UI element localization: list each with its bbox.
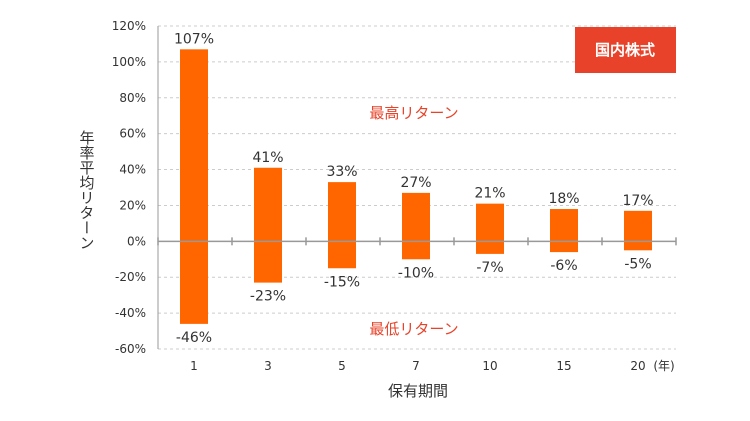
value-label-high: 41% [252, 150, 283, 166]
value-label-high: 21% [474, 186, 505, 202]
value-label-high: 33% [326, 164, 357, 180]
y-tick-label: 100% [112, 55, 146, 69]
x-tick-labels: 1 3 5 7 10 15 20 [190, 359, 645, 373]
value-label-low: -10% [398, 265, 434, 281]
value-label-high: 107% [174, 31, 214, 47]
bar-5 [328, 182, 356, 269]
bar-20 [624, 210, 652, 251]
y-tick-label: 60% [119, 127, 146, 141]
zero-axis [157, 237, 677, 246]
value-label-high: 17% [622, 193, 653, 209]
x-tick-label: 5 [338, 359, 346, 373]
y-tick-label: -20% [115, 270, 146, 284]
y-tick-label: 0% [127, 234, 146, 248]
y-tick-label: -60% [115, 342, 146, 356]
y-axis-title: 年率平均リターン [78, 130, 96, 250]
x-tick-label: 10 [482, 359, 497, 373]
value-label-low: -6% [550, 258, 577, 274]
x-tick-label: 20 [630, 359, 645, 373]
y-tick-labels: 120% 100% 80% 60% 40% 20% 0% -20% -40% -60% [112, 19, 146, 356]
bar-15 [550, 209, 578, 253]
bars [180, 49, 652, 324]
value-label-low: -7% [476, 260, 503, 276]
x-tick-label: 7 [412, 359, 420, 373]
bar-7 [402, 192, 430, 260]
y-tick-label: 120% [112, 19, 146, 33]
y-tick-label: 40% [119, 163, 146, 177]
asset-badge-background [575, 27, 676, 73]
value-labels: 107% -46% 41% -23% 33% -15% 27% -10% 21% -7% 18% -6… [174, 31, 654, 346]
x-unit-label: (年) [653, 359, 674, 373]
value-label-high: 18% [548, 191, 579, 207]
value-label-low: -23% [250, 289, 286, 305]
bar-10 [476, 203, 504, 254]
asset-badge-label: 国内株式 [595, 41, 655, 59]
x-tick-label: 3 [264, 359, 272, 373]
y-tick-label: -40% [115, 306, 146, 320]
value-label-low: -15% [324, 274, 360, 290]
annotation-low: 最低リターン [369, 320, 458, 338]
y-tick-label: 20% [119, 198, 146, 212]
annotation-high: 最高リターン [369, 104, 458, 122]
value-label-low: -46% [176, 330, 212, 346]
bar-3 [254, 167, 282, 283]
gridlines [158, 25, 676, 350]
y-tick-label: 80% [119, 91, 146, 105]
x-axis-title: 保有期間 [388, 382, 448, 400]
value-label-low: -5% [624, 256, 651, 272]
bar-1 [180, 49, 208, 324]
x-tick-label: 15 [556, 359, 571, 373]
x-tick-label: 1 [190, 359, 198, 373]
value-label-high: 27% [400, 175, 431, 191]
asset-badge: 国内株式 [575, 27, 676, 73]
